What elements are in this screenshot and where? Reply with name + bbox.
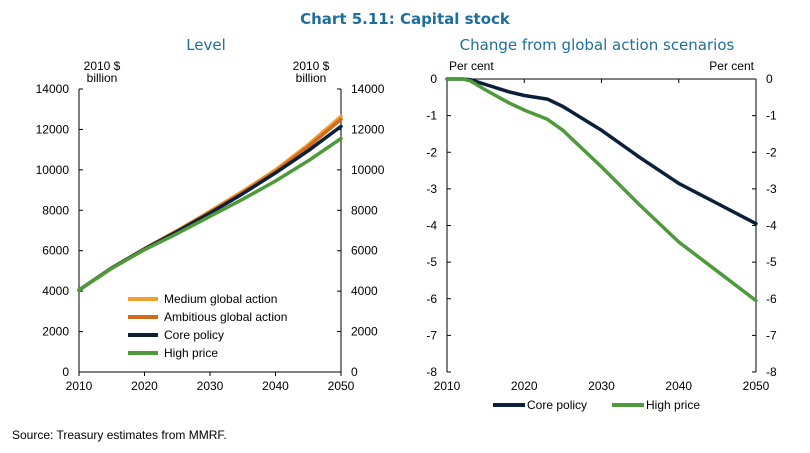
left-unit-label: 2010 $ [84,59,121,73]
source-note: Source: Treasury estimates from MMRF. [12,428,227,442]
change-chart: Change from global action scenarios Per c… [426,36,777,412]
right-y-tick-label: 4000 [351,284,378,298]
right-y-tick-label: 14000 [351,82,385,96]
right-y-tick-label: -7 [766,328,777,342]
left-y-tick-label: 0 [62,365,69,379]
right-y-tick-label: -8 [766,365,777,379]
left-y-tick-label: -7 [426,328,437,342]
x-tick-label: 2030 [197,379,224,393]
right-y-tick-label: 12000 [351,122,385,136]
left-y-tick-label: 8000 [42,203,69,217]
panel-title: Level [186,36,226,54]
right-y-tick-label: -6 [766,292,777,306]
left-y-tick-label: 0 [430,72,437,86]
x-tick-label: 2050 [328,379,355,393]
right-y-tick-label: -5 [766,255,777,269]
left-y-tick-label: -5 [426,255,437,269]
left-y-tick-label: 4000 [42,284,69,298]
left-y-tick-label: -4 [426,219,437,233]
right-unit-label: billion [296,71,327,85]
left-unit-label: billion [87,71,118,85]
series-line-core-policy [445,77,758,226]
left-unit-label: Per cent [449,59,494,73]
x-tick-label: 2020 [131,379,158,393]
right-y-tick-label: -2 [766,145,777,159]
left-y-tick-label: -1 [426,109,437,123]
left-y-tick-label: -8 [426,365,437,379]
right-y-tick-label: -3 [766,182,777,196]
legend-label: Core policy [527,398,587,412]
x-tick-label: 2010 [66,379,93,393]
left-y-tick-label: -6 [426,292,437,306]
left-y-tick-label: 10000 [36,163,70,177]
right-y-tick-label: 8000 [351,203,378,217]
x-tick-label: 2010 [434,379,461,393]
series-line-high-price [77,136,343,292]
right-y-tick-label: -1 [766,109,777,123]
right-y-tick-label: 0 [351,365,358,379]
x-tick-label: 2020 [511,379,538,393]
right-y-tick-label: 10000 [351,163,385,177]
right-y-tick-label: 6000 [351,244,378,258]
legend-label: Core policy [164,328,224,342]
right-y-tick-label: 2000 [351,325,378,339]
left-y-tick-label: -2 [426,145,437,159]
legend-label: Ambitious global action [164,310,287,324]
legend-label: High price [646,398,700,412]
left-y-tick-label: -3 [426,182,437,196]
legend-label: High price [164,346,218,360]
right-unit-label: Per cent [709,59,754,73]
x-tick-label: 2040 [262,379,289,393]
right-y-tick-label: -4 [766,219,777,233]
x-tick-label: 2040 [665,379,692,393]
left-y-tick-label: 6000 [42,244,69,258]
x-tick-label: 2050 [743,379,770,393]
panel-title: Change from global action scenarios [460,36,735,54]
left-y-tick-label: 12000 [36,122,70,136]
x-tick-label: 2030 [588,379,615,393]
right-y-tick-label: 0 [766,72,773,86]
right-unit-label: 2010 $ [293,59,330,73]
legend-label: Medium global action [164,292,277,306]
left-y-tick-label: 2000 [42,325,69,339]
figure-title: Chart 5.11: Capital stock [300,10,511,28]
series-line-high-price [445,77,758,303]
left-y-tick-label: 14000 [36,82,70,96]
